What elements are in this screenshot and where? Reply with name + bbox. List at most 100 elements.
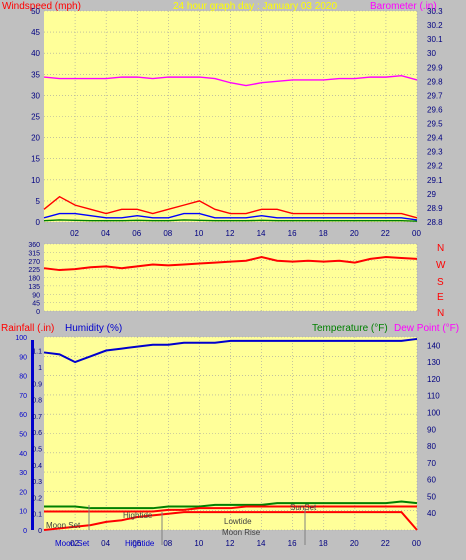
barometer-y-tick: 29 [427, 190, 436, 199]
barometer-y-tick: 29.7 [427, 91, 443, 100]
barometer-y-tick: 30.3 [427, 7, 443, 16]
humidity-y-tick: 70 [19, 393, 27, 400]
barometer-y-tick: 29.5 [427, 120, 443, 129]
temperature-line [44, 500, 418, 510]
humidity-y-tick: 40 [19, 451, 27, 458]
x-tick-label: 00 [412, 539, 421, 548]
x-tick-label: 18 [319, 539, 328, 548]
barometer-y-tick: 28.8 [427, 218, 443, 227]
x-tick-label: 02 [70, 539, 79, 548]
humidity-y-tick: 80 [19, 374, 27, 381]
temperature-y-tick: 110 [427, 392, 440, 401]
humidity-x-ticks: 02 04 06 08 10 12 14 16 18 20 22 00 [70, 539, 421, 548]
direction-y-tick: 360 [28, 242, 40, 249]
x-tick-label: 08 [163, 229, 172, 238]
moonset-label: Moon Set [46, 521, 81, 530]
barometer-y-tick: 29.4 [427, 134, 443, 143]
humidity-y-tick: 90 [19, 354, 27, 361]
barometer-y-tick: 29.6 [427, 105, 443, 114]
direction-y-tick: 225 [28, 267, 40, 274]
direction-y-tick: 270 [28, 259, 40, 266]
wind-y-tick: 20 [31, 134, 40, 143]
x-tick-label: 08 [163, 539, 172, 548]
x-tick-label: 06 [132, 229, 141, 238]
rain-y-ticks: 0 0.1 0.2 0.3 0.4 0.5 0.6 0.7 0.8 0.9 1 1.1 [32, 349, 42, 535]
humidity-title: Humidity (%) [65, 323, 122, 334]
x-tick-label: 16 [288, 229, 297, 238]
x-tick-label: 10 [194, 539, 203, 548]
x-tick-label: 14 [257, 539, 266, 548]
wind-y-ticks: 0 5 10 15 20 25 30 35 40 45 50 [31, 7, 40, 227]
x-tick-label: 20 [350, 229, 359, 238]
wind-speed-line [43, 195, 418, 219]
temperature-y-ticks: 40 50 60 70 80 90 100 110 120 130 140 [427, 341, 441, 518]
humidity-axis-bar [31, 340, 34, 530]
direction-y-tick: 90 [32, 292, 40, 299]
barometer-y-ticks: 28.8 28.9 29 29.1 29.2 29.3 29.4 29.5 29.6 29.7 29… [427, 7, 443, 227]
direction-series [43, 255, 418, 272]
humidity-y-tick: 30 [19, 470, 27, 477]
x-tick-label: 18 [319, 229, 328, 238]
rain-y-tick: 1.1 [32, 349, 42, 356]
x-tick-label: 04 [101, 229, 110, 238]
wind-direction-line [43, 255, 418, 272]
wind-grid [44, 10, 418, 223]
barometer-y-tick: 29.1 [427, 176, 443, 185]
rain-y-tick: 1 [38, 365, 42, 372]
graph-title: 24 hour graph day : January 03 2020 [173, 1, 337, 12]
hightide-axis-label: Hightide [125, 539, 155, 548]
temperature-y-tick: 100 [427, 409, 441, 418]
rain-y-tick: 0.6 [32, 430, 42, 437]
direction-y-tick: 45 [32, 301, 40, 308]
barometer-y-tick: 29.2 [427, 162, 443, 171]
dir-letter-w: W [436, 260, 446, 271]
rain-y-tick: 0.1 [32, 512, 42, 519]
x-tick-label: 14 [257, 229, 266, 238]
humidity-grid [44, 336, 418, 531]
barometer-y-tick: 29.9 [427, 63, 443, 72]
humidity-y-tick: 20 [19, 489, 27, 496]
humidity-y-tick: 10 [19, 509, 27, 516]
humidity-y-tick: 0 [23, 528, 27, 535]
x-tick-label: 22 [381, 539, 390, 548]
barometer-y-tick: 30.1 [427, 35, 443, 44]
moonset-axis-label: Moon Set [55, 539, 90, 548]
wind-y-tick: 25 [31, 113, 40, 122]
barometer-y-tick: 29.8 [427, 77, 443, 86]
humidity-y-tick: 100 [15, 335, 27, 342]
rain-y-tick: 0 [38, 528, 42, 535]
rainfall-title: Rainfall (.in) [1, 323, 54, 334]
rain-y-tick: 0.4 [32, 463, 42, 470]
wind-x-ticks: 02 04 06 08 10 12 14 16 18 20 22 00 [70, 229, 421, 238]
x-tick-label: 06 [132, 539, 141, 548]
temperature-title: Temperature (°F) [312, 323, 388, 334]
temperature-y-tick: 40 [427, 509, 436, 518]
barometer-title: Barometer (.in) [370, 1, 437, 12]
wind-title: Windspeed (mph) [2, 1, 81, 12]
wind-y-tick: 40 [31, 49, 40, 58]
rain-y-tick: 0.3 [32, 479, 42, 486]
dir-letter-s: S [437, 277, 444, 288]
barometer-y-tick: 29.3 [427, 148, 443, 157]
humidity-series [43, 337, 418, 531]
rain-y-tick: 0.2 [32, 495, 42, 502]
temperature-y-tick: 140 [427, 341, 441, 350]
direction-y-tick: 0 [36, 309, 40, 316]
x-tick-label: 00 [412, 229, 421, 238]
temperature-y-tick: 70 [427, 459, 436, 468]
wind-series [43, 74, 418, 222]
wind-y-tick: 50 [31, 7, 40, 16]
dewpoint-line [44, 505, 417, 513]
rain-y-tick: 0.9 [32, 381, 42, 388]
wind-green-line [43, 219, 418, 222]
x-tick-label: 22 [381, 229, 390, 238]
x-tick-label: 20 [350, 539, 359, 548]
barometer-y-tick: 28.9 [427, 204, 443, 213]
temperature-y-tick: 60 [427, 476, 436, 485]
dir-letter-e: E [437, 292, 444, 303]
temperature-y-tick: 130 [427, 358, 441, 367]
rainfall-line [43, 511, 418, 531]
wind-y-tick: 35 [31, 70, 40, 79]
